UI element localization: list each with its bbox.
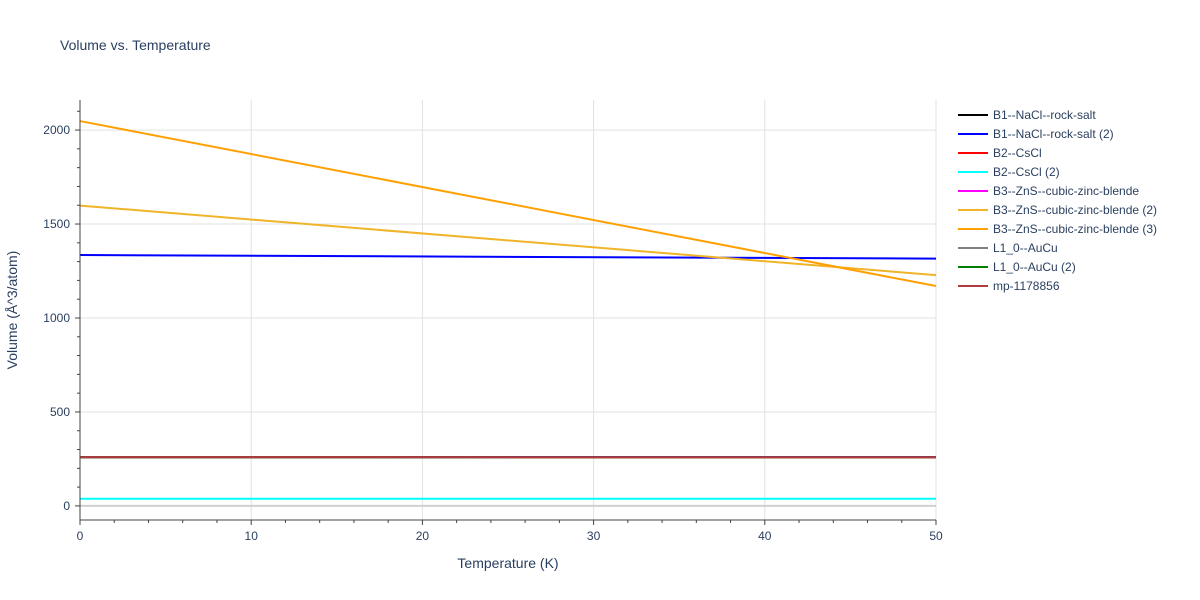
- x-tick-label: 0: [77, 529, 84, 543]
- series-line: [79, 120, 937, 288]
- chart-title: Volume vs. Temperature: [60, 37, 211, 53]
- legend-item[interactable]: B2--CsCl: [958, 146, 1042, 160]
- x-tick-label: 30: [587, 529, 601, 543]
- legend-label: B1--NaCl--rock-salt (2): [993, 127, 1114, 141]
- legend-item[interactable]: B1--NaCl--rock-salt: [958, 108, 1096, 122]
- grid: [80, 100, 937, 520]
- legend-label: B2--CsCl: [993, 146, 1042, 160]
- legend-label: B3--ZnS--cubic-zinc-blende (2): [993, 203, 1157, 217]
- legend-label: mp-1178856: [993, 279, 1060, 293]
- y-tick-label: 0: [63, 499, 70, 513]
- legend-item[interactable]: L1_0--AuCu (2): [958, 260, 1076, 274]
- legend-item[interactable]: B3--ZnS--cubic-zinc-blende (2): [958, 203, 1157, 217]
- x-tick-label: 40: [758, 529, 772, 543]
- series-lines: [79, 120, 937, 500]
- legend-item[interactable]: mp-1178856: [958, 279, 1060, 293]
- series-line: [79, 254, 937, 260]
- series-line: [79, 204, 937, 277]
- legend-item[interactable]: B3--ZnS--cubic-zinc-blende: [958, 184, 1139, 198]
- legend-item[interactable]: B2--CsCl (2): [958, 165, 1060, 179]
- y-tick-label: 1500: [43, 217, 70, 231]
- y-tick-label: 500: [50, 405, 70, 419]
- y-axis-title: Volume (Å^3/atom): [4, 251, 20, 370]
- legend-label: B3--ZnS--cubic-zinc-blende: [993, 184, 1139, 198]
- x-tick-label: 20: [416, 529, 430, 543]
- legend-label: B2--CsCl (2): [993, 165, 1060, 179]
- legend-label: L1_0--AuCu (2): [993, 260, 1076, 274]
- legend-label: L1_0--AuCu: [993, 241, 1058, 255]
- legend-label: B3--ZnS--cubic-zinc-blende (3): [993, 222, 1157, 236]
- legend-item[interactable]: L1_0--AuCu: [958, 241, 1058, 255]
- legend-label: B1--NaCl--rock-salt: [993, 108, 1096, 122]
- x-tick-label: 50: [929, 529, 943, 543]
- y-tick-label: 2000: [43, 123, 70, 137]
- y-tick-label: 1000: [43, 311, 70, 325]
- legend-item[interactable]: B1--NaCl--rock-salt (2): [958, 127, 1114, 141]
- legend[interactable]: B1--NaCl--rock-salt B1--NaCl--rock-salt (…: [958, 108, 1157, 293]
- x-axis-title: Temperature (K): [457, 555, 558, 571]
- x-tick-label: 10: [245, 529, 259, 543]
- legend-item[interactable]: B3--ZnS--cubic-zinc-blende (3): [958, 222, 1157, 236]
